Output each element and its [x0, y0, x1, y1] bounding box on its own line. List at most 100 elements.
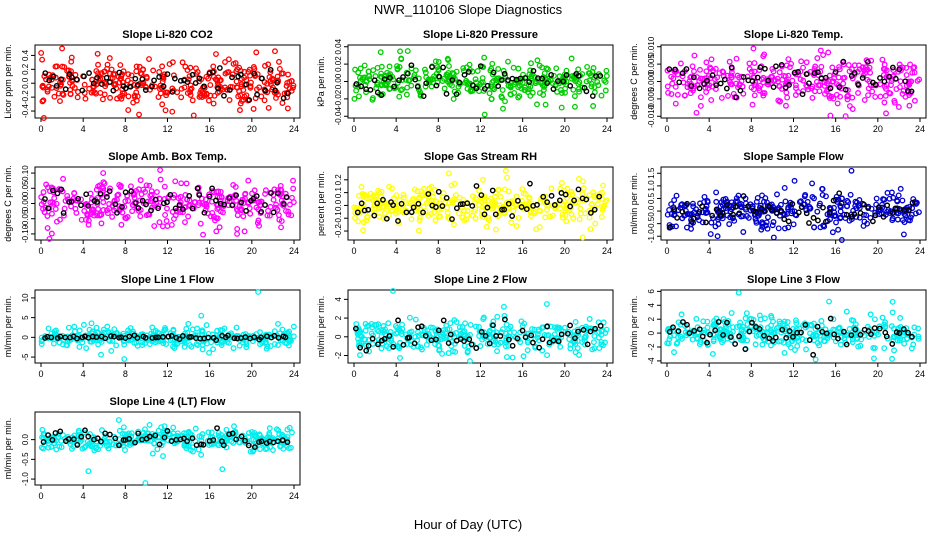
x-tick-label: 4 — [81, 369, 86, 379]
data-point — [510, 64, 517, 71]
data-point — [203, 322, 210, 329]
data-point — [59, 45, 66, 52]
data-point — [894, 216, 901, 223]
data-point — [40, 198, 47, 205]
data-point — [515, 214, 522, 221]
data-point — [759, 223, 766, 230]
data-point — [270, 196, 277, 203]
data-point — [154, 446, 161, 453]
reference-point — [251, 444, 258, 450]
data-point — [521, 320, 528, 327]
data-point — [365, 73, 372, 79]
reference-point — [50, 187, 56, 194]
data-point — [603, 73, 610, 79]
data-point — [71, 190, 78, 197]
data-point — [838, 237, 845, 243]
data-point — [733, 55, 740, 62]
reference-point — [357, 344, 364, 351]
data-point — [94, 212, 101, 219]
data-point — [672, 100, 679, 107]
data-point — [556, 73, 563, 80]
data-point — [253, 86, 260, 93]
data-point — [580, 185, 587, 192]
reference-point — [285, 90, 291, 97]
data-point — [916, 76, 923, 83]
data-point — [533, 226, 539, 233]
reference-point — [275, 334, 282, 341]
data-point — [562, 85, 569, 92]
data-point — [849, 339, 856, 346]
data-point — [160, 453, 166, 460]
data-point — [544, 352, 551, 359]
data-point — [489, 85, 496, 92]
reference-point — [258, 208, 265, 215]
data-point — [233, 68, 240, 75]
data-point — [222, 59, 228, 65]
data-point — [719, 68, 726, 75]
data-point — [860, 223, 867, 229]
data-point — [890, 325, 897, 332]
reference-point — [429, 64, 435, 70]
data-point — [697, 94, 704, 101]
reference-point — [251, 334, 258, 341]
data-point — [117, 62, 124, 68]
data-point — [188, 85, 195, 92]
reference-point — [126, 333, 133, 340]
data-point — [359, 76, 366, 83]
data-point — [38, 338, 45, 345]
reference-point — [79, 87, 86, 94]
data-point — [601, 77, 608, 84]
data-point — [375, 321, 382, 328]
y-tick-label: 0.000 — [647, 71, 656, 92]
data-point — [890, 333, 897, 340]
reference-point — [106, 79, 113, 85]
data-point — [568, 191, 575, 198]
x-tick-label: 4 — [707, 369, 712, 379]
reference-point — [730, 211, 737, 218]
data-point — [503, 354, 510, 361]
reference-point — [352, 325, 359, 332]
data-point — [793, 82, 799, 89]
data-point — [781, 318, 788, 325]
data-point — [279, 431, 286, 438]
data-point — [891, 334, 898, 341]
x-tick-label: 8 — [436, 124, 441, 134]
data-point — [254, 220, 261, 226]
data-point — [903, 72, 910, 79]
y-tick-label: -2 — [334, 351, 343, 359]
data-point — [591, 84, 598, 91]
data-point — [234, 212, 241, 219]
y-tick-label: -0.010 — [647, 104, 656, 127]
data-point — [500, 303, 507, 310]
data-point — [742, 315, 749, 322]
data-point — [441, 85, 448, 92]
reference-point — [215, 85, 221, 92]
reference-point — [717, 80, 724, 87]
reference-point — [884, 202, 891, 209]
data-point — [776, 69, 783, 76]
data-point — [160, 340, 167, 347]
data-point — [234, 84, 241, 91]
data-point — [703, 89, 710, 96]
data-point — [751, 68, 758, 75]
data-point — [761, 198, 767, 205]
reference-point — [78, 433, 85, 440]
data-point — [40, 189, 47, 196]
reference-point — [256, 439, 262, 445]
data-point — [547, 213, 554, 220]
reference-point — [596, 193, 603, 200]
data-point — [399, 77, 406, 84]
data-point — [808, 321, 815, 328]
data-point — [594, 201, 601, 207]
data-point — [724, 212, 731, 219]
reference-point — [210, 437, 217, 443]
reference-point — [896, 330, 903, 336]
data-point — [106, 55, 113, 62]
reference-point — [440, 317, 447, 324]
data-point — [107, 185, 114, 192]
reference-point — [851, 70, 858, 76]
panel-3: Slope Li-820 Temp.degrees C per min.0 4 8 1… — [629, 29, 927, 134]
data-point — [93, 445, 99, 452]
data-point — [375, 187, 382, 194]
